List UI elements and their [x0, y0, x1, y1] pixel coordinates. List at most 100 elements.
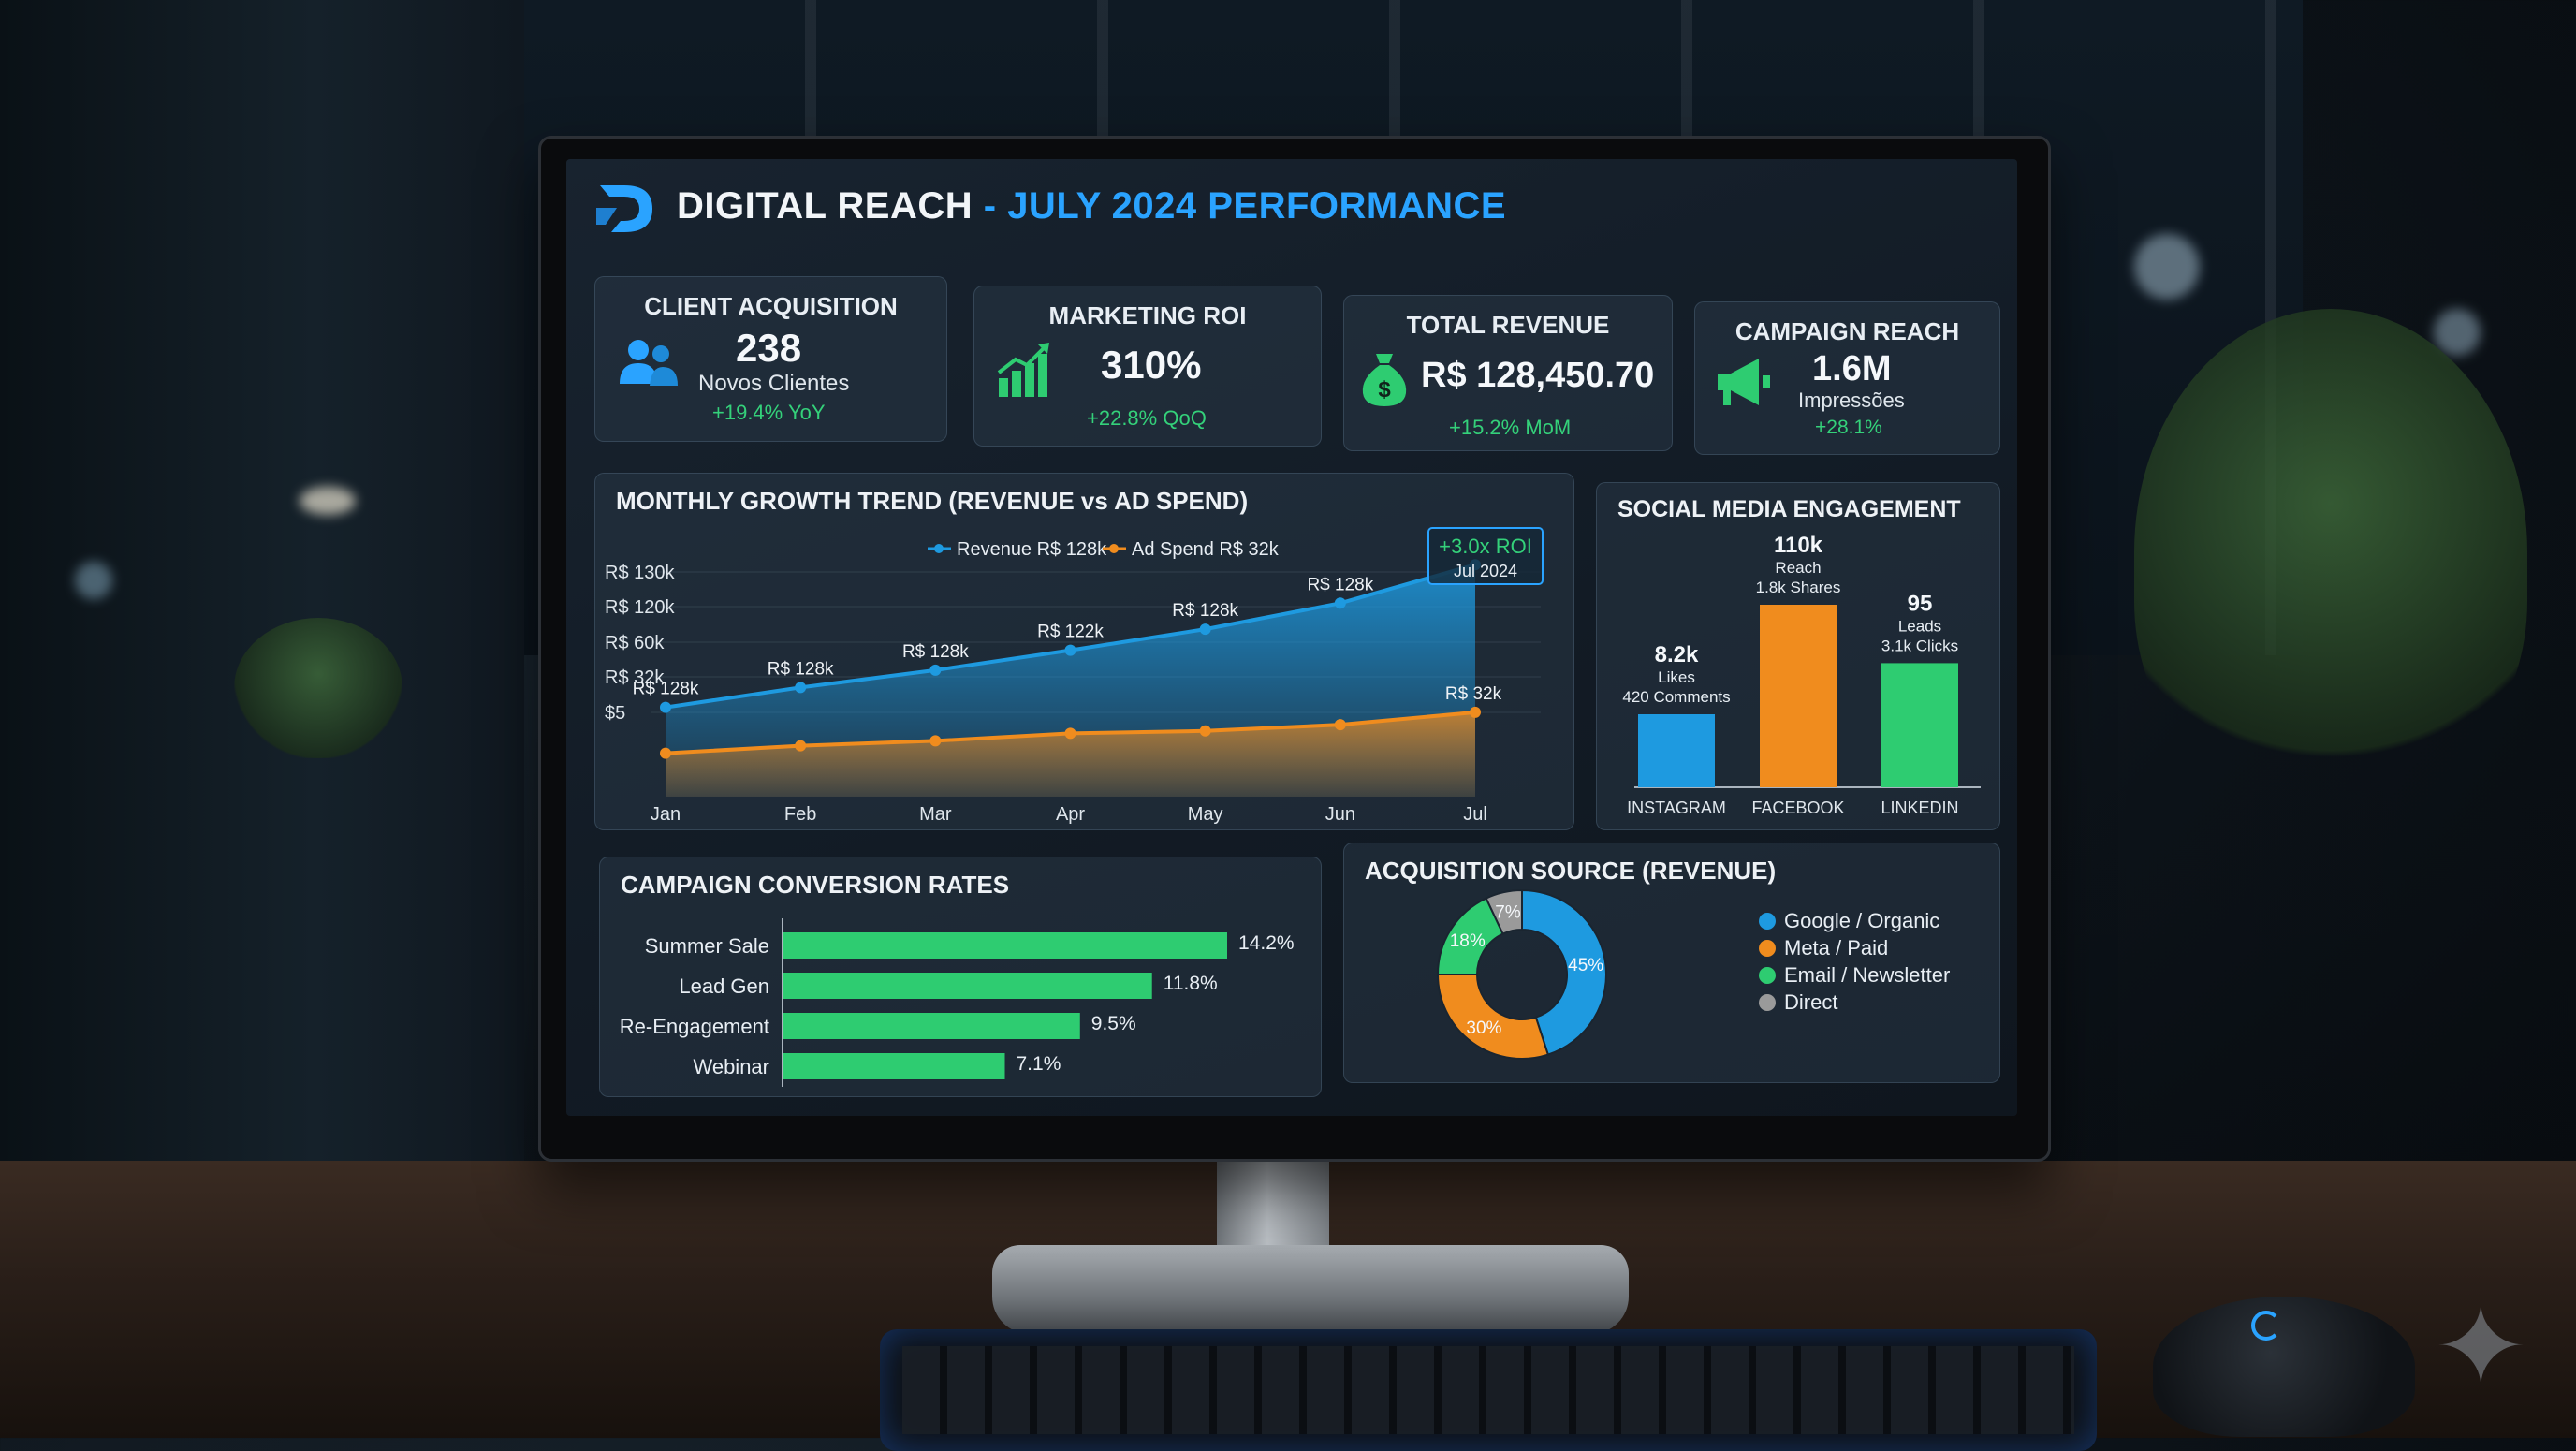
data-label: R$ 128k: [633, 680, 699, 699]
slice-label: 7%: [1495, 903, 1521, 923]
category-label: LINKEDIN: [1881, 799, 1958, 817]
kpi-value: 310%: [1101, 343, 1202, 387]
data-point: [660, 701, 671, 713]
title-separator: -: [973, 185, 1008, 227]
category-label: Summer Sale: [645, 934, 769, 958]
kpi-value: 1.6M: [1812, 349, 1892, 388]
legend-swatch: [1759, 913, 1776, 930]
legend-swatch: [1759, 994, 1776, 1011]
donut-slice: [1436, 974, 1550, 1060]
value-label: 8.2k: [1655, 642, 1699, 667]
sub-label: Leads: [1898, 617, 1941, 635]
data-point: [1064, 644, 1076, 656]
value-label: 11.8%: [1164, 973, 1218, 994]
line-chart: R$ 130k R$ 120k R$ 60k R$ 32k $5 Jan Feb Mar Ap…: [605, 527, 1544, 825]
chart-title: MONTHLY GROWTH TREND (REVENUE vs AD SPEN…: [616, 487, 1249, 515]
y-tick-label: R$ 60k: [605, 633, 665, 653]
y-tick-label: R$ 130k: [605, 563, 675, 583]
panel-monthly-growth: MONTHLY GROWTH TREND (REVENUE vs AD SPEN…: [594, 473, 1574, 830]
data-label: R$ 32k: [1445, 684, 1502, 704]
plant-right: [2134, 309, 2527, 796]
kpi-value: 238: [736, 326, 802, 370]
donut-slice: [1521, 888, 1607, 1056]
plant-left: [234, 618, 402, 758]
y-tick-label: R$ 120k: [605, 597, 675, 618]
mouse: [2153, 1297, 2415, 1437]
donut-slice: [1485, 888, 1523, 935]
data-label: R$ 128k: [1307, 575, 1373, 594]
roi-annotation-box: [1427, 527, 1544, 585]
x-tick-label: May: [1188, 804, 1223, 825]
title-accent: JULY 2024 PERFORMANCE: [1007, 185, 1507, 227]
bar: [1881, 663, 1958, 787]
kpi-card-campaign-reach: CAMPAIGN REACH 1.6M Impressões +28.1%: [1694, 301, 2000, 455]
panel-social-media: SOCIAL MEDIA ENGAGEMENT INSTAGRAM 8.2k Lik…: [1596, 482, 2000, 830]
legend-swatch: [1759, 967, 1776, 984]
sub-label: Reach: [1775, 559, 1821, 577]
data-label: R$ 128k: [1172, 601, 1238, 621]
data-point: [929, 735, 942, 747]
bar: [1638, 714, 1715, 787]
kpi-title: TOTAL REVENUE: [1406, 311, 1610, 339]
category-label: INSTAGRAM: [1627, 799, 1726, 817]
monitor-stand-base: [992, 1245, 1629, 1334]
desk-lamp-light: [300, 487, 356, 515]
category-label: Re-Engagement: [620, 1015, 769, 1038]
kpi-subtitle: Impressões: [1798, 388, 1905, 412]
chart-title: SOCIAL MEDIA ENGAGEMENT: [1617, 496, 1961, 522]
value-label: 14.2%: [1238, 932, 1295, 954]
legend-label: Direct: [1784, 990, 1837, 1014]
category-label: Webinar: [693, 1055, 769, 1078]
data-label: R$ 128k: [768, 659, 834, 679]
data-point: [660, 747, 671, 759]
dashboard-screen: DIGITAL REACH - JULY 2024 PERFORMANCE CL…: [566, 159, 2017, 1116]
legend-label: Email / Newsletter: [1784, 963, 1950, 987]
digital-reach-logo-icon: [596, 185, 652, 232]
data-point: [795, 682, 807, 694]
category-label: Lead Gen: [679, 975, 769, 998]
data-point: [1199, 623, 1211, 636]
megaphone-icon: [1718, 359, 1770, 405]
value-label: 110k: [1774, 533, 1823, 558]
x-tick-label: Mar: [919, 804, 952, 825]
panel-conversion-rates: CAMPAIGN CONVERSION RATES Summer Sale 14.…: [599, 857, 1322, 1097]
legend-label: Google / Organic: [1784, 909, 1939, 932]
panel-acquisition-source: ACQUISITION SOURCE (REVENUE) 45% 30% 18% 7%…: [1343, 843, 2000, 1083]
x-tick-label: Jul: [1463, 804, 1487, 825]
x-tick-label: Jun: [1325, 804, 1355, 825]
sub-label: Likes: [1658, 668, 1695, 686]
kpi-card-marketing-roi: MARKETING ROI 310% +22.8% QoQ: [973, 286, 1322, 447]
roi-annotation-value: +3.0x ROI: [1439, 535, 1532, 558]
kpi-change: +28.1%: [1815, 417, 1882, 438]
data-point: [1334, 597, 1346, 609]
kpi-title: CAMPAIGN REACH: [1734, 317, 1960, 345]
bokeh-light: [75, 562, 112, 599]
data-point: [1199, 725, 1211, 737]
kpi-subtitle: Novos Clientes: [698, 371, 850, 396]
sub-label: 420 Comments: [1622, 688, 1730, 706]
legend-adspend: Ad Spend R$ 32k: [1132, 539, 1280, 560]
data-label: R$ 128k: [902, 642, 969, 662]
x-tick-label: Jan: [651, 804, 681, 825]
data-point: [1470, 706, 1481, 718]
series-area: [666, 711, 1475, 797]
bar: [783, 973, 1152, 999]
bar-growth-icon: [997, 343, 1049, 397]
kpi-change: +22.8% QoQ: [1087, 406, 1207, 430]
kpi-value: R$ 128,450.70: [1421, 356, 1655, 395]
x-tick-label: Apr: [1056, 804, 1085, 825]
value-label: 9.5%: [1091, 1013, 1136, 1034]
kpi-change: +15.2% MoM: [1449, 416, 1572, 439]
title-main: DIGITAL REACH: [677, 185, 973, 227]
kpi-card-client-acquisition: CLIENT ACQUISITION 238 Novos Clientes +1…: [594, 276, 947, 442]
mouse-logo-icon: [2251, 1311, 2281, 1341]
bokeh-light: [2434, 309, 2481, 356]
sub-label: 3.1k Clicks: [1881, 637, 1958, 654]
legend-revenue: Revenue R$ 128k: [957, 539, 1107, 560]
bar: [783, 1013, 1080, 1039]
svg-text:$: $: [1378, 377, 1391, 403]
slice-label: 30%: [1466, 1019, 1501, 1038]
category-label: FACEBOOK: [1751, 799, 1844, 817]
data-label: R$ 122k: [1037, 623, 1104, 642]
